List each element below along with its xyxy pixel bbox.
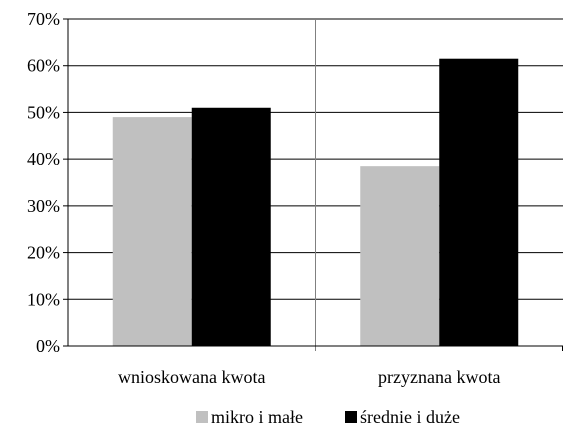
bar-mikro-i-male-wnioskowana xyxy=(112,117,192,346)
bar-srednie-i-duze-wnioskowana xyxy=(191,107,271,346)
bar-srednie-i-duze-przyznana xyxy=(439,58,519,346)
legend: mikro i małe średnie i duże xyxy=(196,407,460,427)
y-tick-label: 30% xyxy=(27,196,60,216)
legend-label: mikro i małe xyxy=(211,407,303,427)
legend-swatch xyxy=(196,411,208,423)
bar-mikro-i-male-przyznana xyxy=(360,166,440,346)
legend-label: średnie i duże xyxy=(360,407,460,427)
x-tick-labels: wnioskowana kwota przyznana kwota xyxy=(118,367,500,387)
y-tick-label: 0% xyxy=(36,336,60,356)
y-tick-label: 60% xyxy=(27,56,60,76)
axes xyxy=(63,18,563,351)
y-tick-label: 20% xyxy=(27,243,60,263)
y-tick-label: 40% xyxy=(27,149,60,169)
x-tick-label: wnioskowana kwota xyxy=(118,367,265,387)
y-tick-labels: 0% 10% 20% 30% 40% 50% 60% 70% xyxy=(27,9,60,356)
bars xyxy=(112,58,519,346)
y-tick-label: 50% xyxy=(27,102,60,122)
x-tick-label: przyznana kwota xyxy=(378,367,500,387)
legend-swatch xyxy=(345,411,357,423)
y-tick-label: 10% xyxy=(27,289,60,309)
y-tick-label: 70% xyxy=(27,9,60,29)
